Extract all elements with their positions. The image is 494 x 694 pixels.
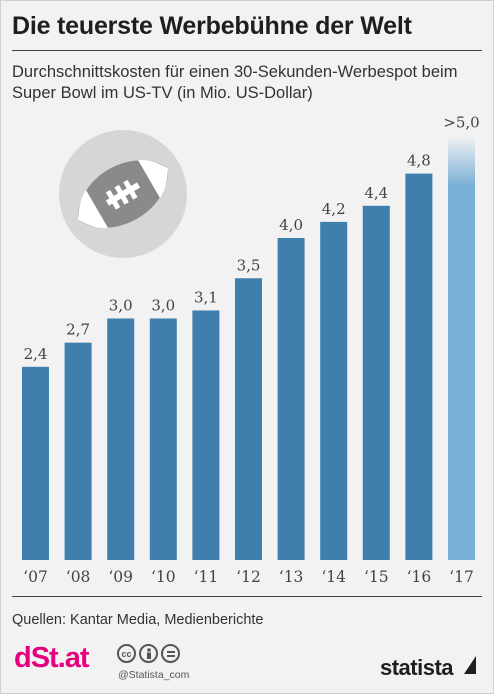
chart-title: Die teuerste Werbebühne der Welt (12, 12, 412, 40)
bar-6 (277, 238, 305, 560)
x-tick-0: ‘07 (23, 568, 48, 586)
title-divider (12, 50, 482, 51)
cc-icon: cc (117, 644, 136, 663)
data-label-3: 3,0 (151, 297, 175, 315)
data-label-5: 3,5 (237, 256, 261, 274)
bar-5 (235, 278, 262, 560)
dst-logo[interactable]: dSt.at (14, 642, 90, 674)
bar-2 (107, 318, 135, 560)
statista-handle: @Statista_com (118, 669, 190, 681)
x-tick-6: ‘13 (279, 568, 304, 586)
attribution-icon (139, 644, 158, 663)
bar-8 (362, 205, 390, 561)
no-derivatives-icon (161, 644, 180, 663)
football-illustration (59, 130, 187, 258)
american-football-icon (77, 159, 169, 229)
data-label-9: 4,8 (407, 152, 431, 170)
x-tick-10: ‘17 (449, 568, 474, 586)
x-tick-2: ‘09 (108, 568, 133, 586)
bar-0 (22, 366, 49, 560)
x-tick-8: ‘15 (364, 568, 389, 586)
statista-mark-icon (464, 656, 476, 674)
x-tick-3: ‘10 (151, 568, 176, 586)
license-icons: cc (117, 644, 180, 663)
source-divider (12, 596, 482, 597)
x-tick-1: ‘08 (66, 568, 91, 586)
x-tick-4: ‘11 (194, 568, 219, 586)
data-label-2: 3,0 (109, 297, 133, 315)
x-tick-9: ‘16 (407, 568, 432, 586)
data-label-7: 4,2 (322, 200, 346, 218)
data-label-6: 4,0 (279, 216, 303, 234)
data-label-8: 4,4 (364, 184, 388, 202)
data-label-1: 2,7 (66, 321, 90, 339)
data-label-10: >5,0 (443, 114, 479, 132)
bar-1 (64, 342, 92, 560)
bar-3 (149, 318, 177, 560)
chart-subtitle: Durchschnittskosten für einen 30-Sekunde… (12, 63, 458, 102)
source-note: Quellen: Kantar Media, Medienberichte (12, 612, 264, 628)
data-label-0: 2,4 (24, 345, 48, 363)
bar-4 (192, 310, 220, 560)
x-tick-7: ‘14 (321, 568, 346, 586)
statista-logo[interactable]: statista (380, 655, 454, 680)
bar-9 (405, 173, 433, 560)
data-label-4: 3,1 (194, 288, 218, 306)
x-tick-5: ‘12 (236, 568, 261, 586)
bar-10 (448, 135, 475, 560)
bar-7 (320, 221, 348, 560)
